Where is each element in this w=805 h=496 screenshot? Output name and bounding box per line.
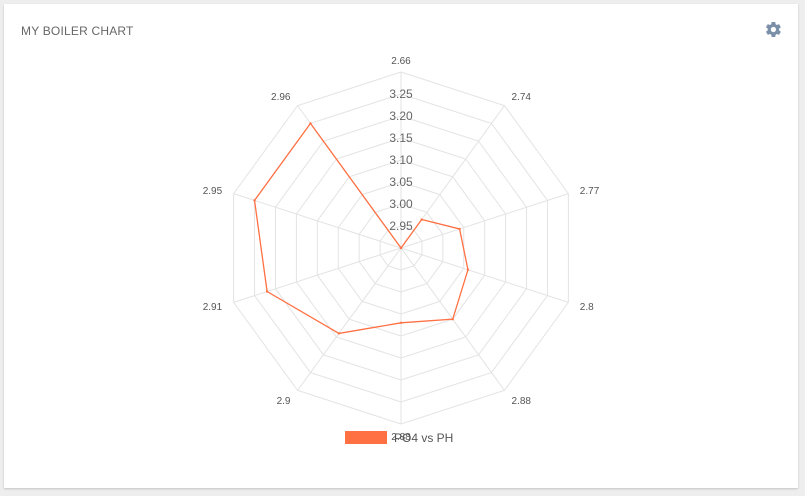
gear-icon[interactable]: [766, 22, 781, 37]
radial-tick-label: 3.20: [389, 109, 413, 123]
point-label: 2.77: [580, 186, 600, 197]
point-label: 2.8: [580, 302, 594, 313]
legend-label[interactable]: PO4 vs PH: [394, 431, 453, 445]
point-label: 2.66: [391, 56, 411, 67]
radial-tick-label: 3.25: [389, 87, 413, 101]
point-label: 2.95: [203, 186, 223, 197]
series-point[interactable]: [451, 317, 454, 321]
angle-line: [400, 193, 569, 249]
angle-line: [233, 247, 402, 303]
legend-swatch[interactable]: [345, 431, 387, 444]
legend[interactable]: PO4 vs PH: [345, 431, 453, 445]
point-label: 2.88: [391, 432, 411, 443]
series-point[interactable]: [399, 246, 403, 250]
radial-tick-label: 2.95: [389, 219, 413, 233]
point-label: 2.96: [271, 92, 291, 103]
series-point[interactable]: [458, 227, 461, 231]
series-point[interactable]: [399, 321, 403, 324]
point-labels: 2.66 2.74 2.77 2.8 2.88 2.88 2.9 2.91 2.95 2.96: [203, 56, 600, 443]
radial-tick-label: 3.10: [389, 153, 413, 167]
series-point[interactable]: [265, 290, 269, 293]
radial-tick-label: 3.00: [389, 197, 413, 211]
series-point[interactable]: [253, 199, 256, 202]
radial-tick-label: 3.05: [389, 175, 413, 189]
series-point[interactable]: [420, 218, 423, 221]
radar-series: [253, 122, 470, 335]
series-point[interactable]: [337, 332, 341, 335]
series-point[interactable]: [466, 268, 470, 271]
angle-line: [400, 247, 569, 303]
point-label: 2.74: [512, 92, 532, 103]
point-label: 2.88: [512, 396, 532, 407]
point-label: 2.91: [203, 302, 223, 313]
point-label: 2.9: [277, 396, 291, 407]
series-point[interactable]: [309, 122, 312, 125]
angle-line: [233, 193, 402, 249]
angle-line: [297, 247, 402, 391]
radial-ticks: 2.95 3.00 3.05 3.10 3.15 3.20 3.25: [389, 87, 413, 233]
card-title: MY BOILER CHART: [21, 24, 134, 38]
radial-tick-label: 3.15: [389, 131, 413, 145]
